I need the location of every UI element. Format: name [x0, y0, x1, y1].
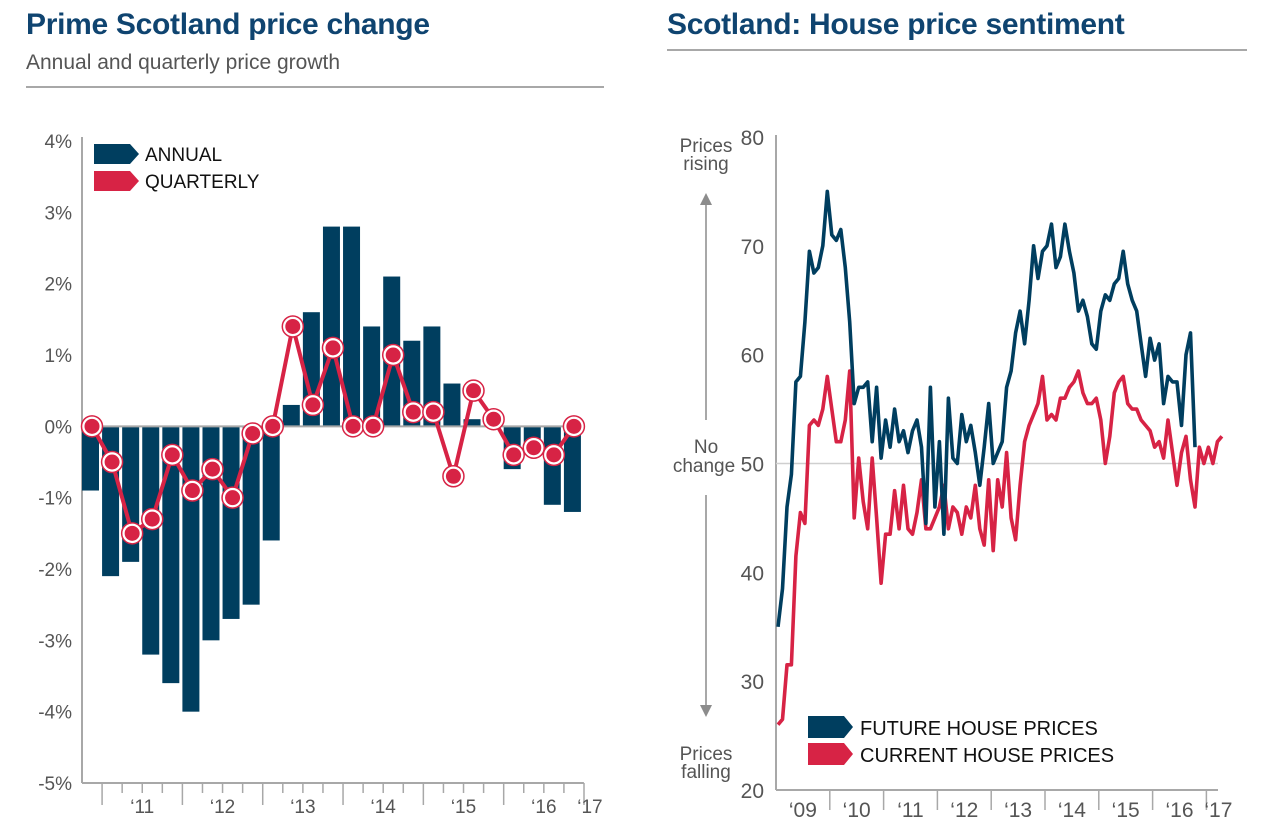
- quarterly-marker: [325, 340, 341, 356]
- x-tick-label: ‘17: [1204, 799, 1232, 822]
- y-tick-label: 1%: [45, 346, 73, 367]
- quarterly-marker: [84, 418, 100, 434]
- annual-bar: [363, 326, 381, 427]
- quarterly-marker: [486, 411, 502, 427]
- annual-bar: [82, 426, 99, 491]
- price-change-chart: 4% 3% 2% 1% 0% -1% -2% -3% -4% -5% ‘11 ‘12 ‘13 ‘14 ‘15…: [38, 132, 602, 818]
- annual-bar: [242, 426, 260, 605]
- y-tick-label: -2%: [38, 560, 72, 581]
- y-tick-label: 50: [741, 454, 764, 477]
- quarterly-marker: [546, 447, 562, 463]
- annual-bar: [142, 426, 160, 655]
- quarterly-marker: [506, 447, 522, 463]
- x-tick-label: ‘17: [577, 797, 602, 818]
- future-house-prices-line: [776, 189, 1197, 628]
- x-tick-label: ‘16: [1165, 799, 1193, 822]
- arrow-up-icon: [700, 193, 712, 205]
- annual-bar: [563, 426, 581, 512]
- legend-swatch-quarterly: [94, 171, 139, 191]
- left-title-rule: [26, 86, 604, 88]
- x-tick-label: ‘09: [789, 799, 817, 822]
- x-tick-label: ‘16: [531, 797, 556, 818]
- quarterly-marker: [144, 511, 160, 527]
- y-tick-label: -1%: [38, 489, 72, 510]
- annotation-prices-falling-line1: Prices: [680, 744, 733, 765]
- x-tick-label: ‘14: [1058, 799, 1086, 822]
- quarterly-marker: [445, 468, 461, 484]
- y-tick-label: 20: [741, 780, 764, 803]
- quarterly-marker: [285, 318, 301, 334]
- quarterly-marker: [104, 454, 120, 470]
- quarterly-marker: [184, 483, 200, 499]
- y-tick-label: 30: [741, 671, 764, 694]
- quarterly-marker: [124, 525, 140, 541]
- right-chart-title: Scotland: House price sentiment: [667, 8, 1125, 41]
- x-tick-label: ‘14: [371, 797, 397, 818]
- annual-bar: [222, 426, 240, 619]
- annual-bar: [343, 226, 361, 427]
- quarterly-marker: [245, 425, 261, 441]
- annotation-prices-rising-line2: rising: [683, 154, 728, 175]
- quarterly-marker: [566, 418, 582, 434]
- quarterly-marker: [164, 447, 180, 463]
- quarterly-marker: [305, 397, 321, 413]
- arrow-down-icon: [700, 705, 712, 717]
- quarterly-marker: [466, 383, 482, 399]
- y-tick-label: 2%: [45, 275, 73, 296]
- x-tick-label: ‘15: [1112, 799, 1140, 822]
- y-tick-label: 3%: [45, 203, 73, 224]
- quarterly-marker: [225, 490, 241, 506]
- annotation-prices-rising-line1: Prices: [680, 136, 733, 157]
- y-tick-label: 0%: [45, 417, 73, 438]
- legend-label-future: FUTURE HOUSE PRICES: [860, 718, 1098, 740]
- legend-label-quarterly: QUARTERLY: [145, 172, 260, 193]
- y-tick-label: 4%: [45, 132, 73, 153]
- legend-label-annual: ANNUAL: [145, 145, 222, 166]
- x-tick-label: ‘10: [843, 799, 871, 822]
- y-tick-label: -5%: [38, 774, 72, 795]
- annual-bar: [182, 426, 200, 712]
- quarterly-marker: [204, 461, 220, 477]
- legend-swatch-annual: [94, 144, 139, 164]
- annotation-prices-falling-line2: falling: [681, 762, 731, 783]
- x-tick-label: ‘13: [290, 797, 315, 818]
- current-house-prices-line: [776, 369, 1224, 726]
- annual-bar: [162, 426, 180, 684]
- y-tick-label: 70: [741, 236, 764, 259]
- quarterly-marker: [265, 418, 281, 434]
- annual-bar: [262, 426, 280, 541]
- x-tick-label: ‘11: [897, 799, 923, 822]
- y-tick-label: 60: [741, 345, 764, 368]
- sentiment-chart: 80 70 60 50 40 30 20 ‘09 ‘10 ‘11 ‘12 ‘13 ‘14 ‘15 ‘16 ‘1…: [673, 127, 1233, 822]
- y-tick-label: -4%: [38, 703, 72, 724]
- left-chart-subtitle: Annual and quarterly price growth: [26, 51, 341, 74]
- y-tick-label: -3%: [38, 631, 72, 652]
- x-tick-label: ‘11: [130, 797, 154, 818]
- x-tick-label: ‘12: [950, 799, 978, 822]
- annotation-no-change-line2: change: [673, 456, 735, 477]
- x-tick-label: ‘12: [210, 797, 235, 818]
- x-tick-label: ‘15: [451, 797, 476, 818]
- legend-swatch-current: [808, 743, 853, 765]
- x-tick-label: ‘13: [1004, 799, 1032, 822]
- legend-swatch-future: [808, 716, 853, 738]
- annotation-no-change-line1: No: [694, 437, 718, 458]
- right-title-rule: [667, 49, 1247, 51]
- quarterly-marker: [526, 440, 542, 456]
- annual-bar: [443, 383, 461, 427]
- quarterly-marker: [425, 404, 441, 420]
- left-chart-title: Prime Scotland price change: [26, 8, 430, 41]
- quarterly-marker: [385, 347, 401, 363]
- annual-bar: [282, 404, 300, 427]
- annual-bar: [322, 226, 340, 427]
- quarterly-marker: [345, 418, 361, 434]
- quarterly-marker: [405, 404, 421, 420]
- y-tick-label: 80: [741, 127, 764, 150]
- quarterly-marker: [365, 418, 381, 434]
- y-tick-label: 40: [741, 562, 764, 585]
- annual-bar: [463, 419, 481, 427]
- legend-label-current: CURRENT HOUSE PRICES: [860, 745, 1114, 767]
